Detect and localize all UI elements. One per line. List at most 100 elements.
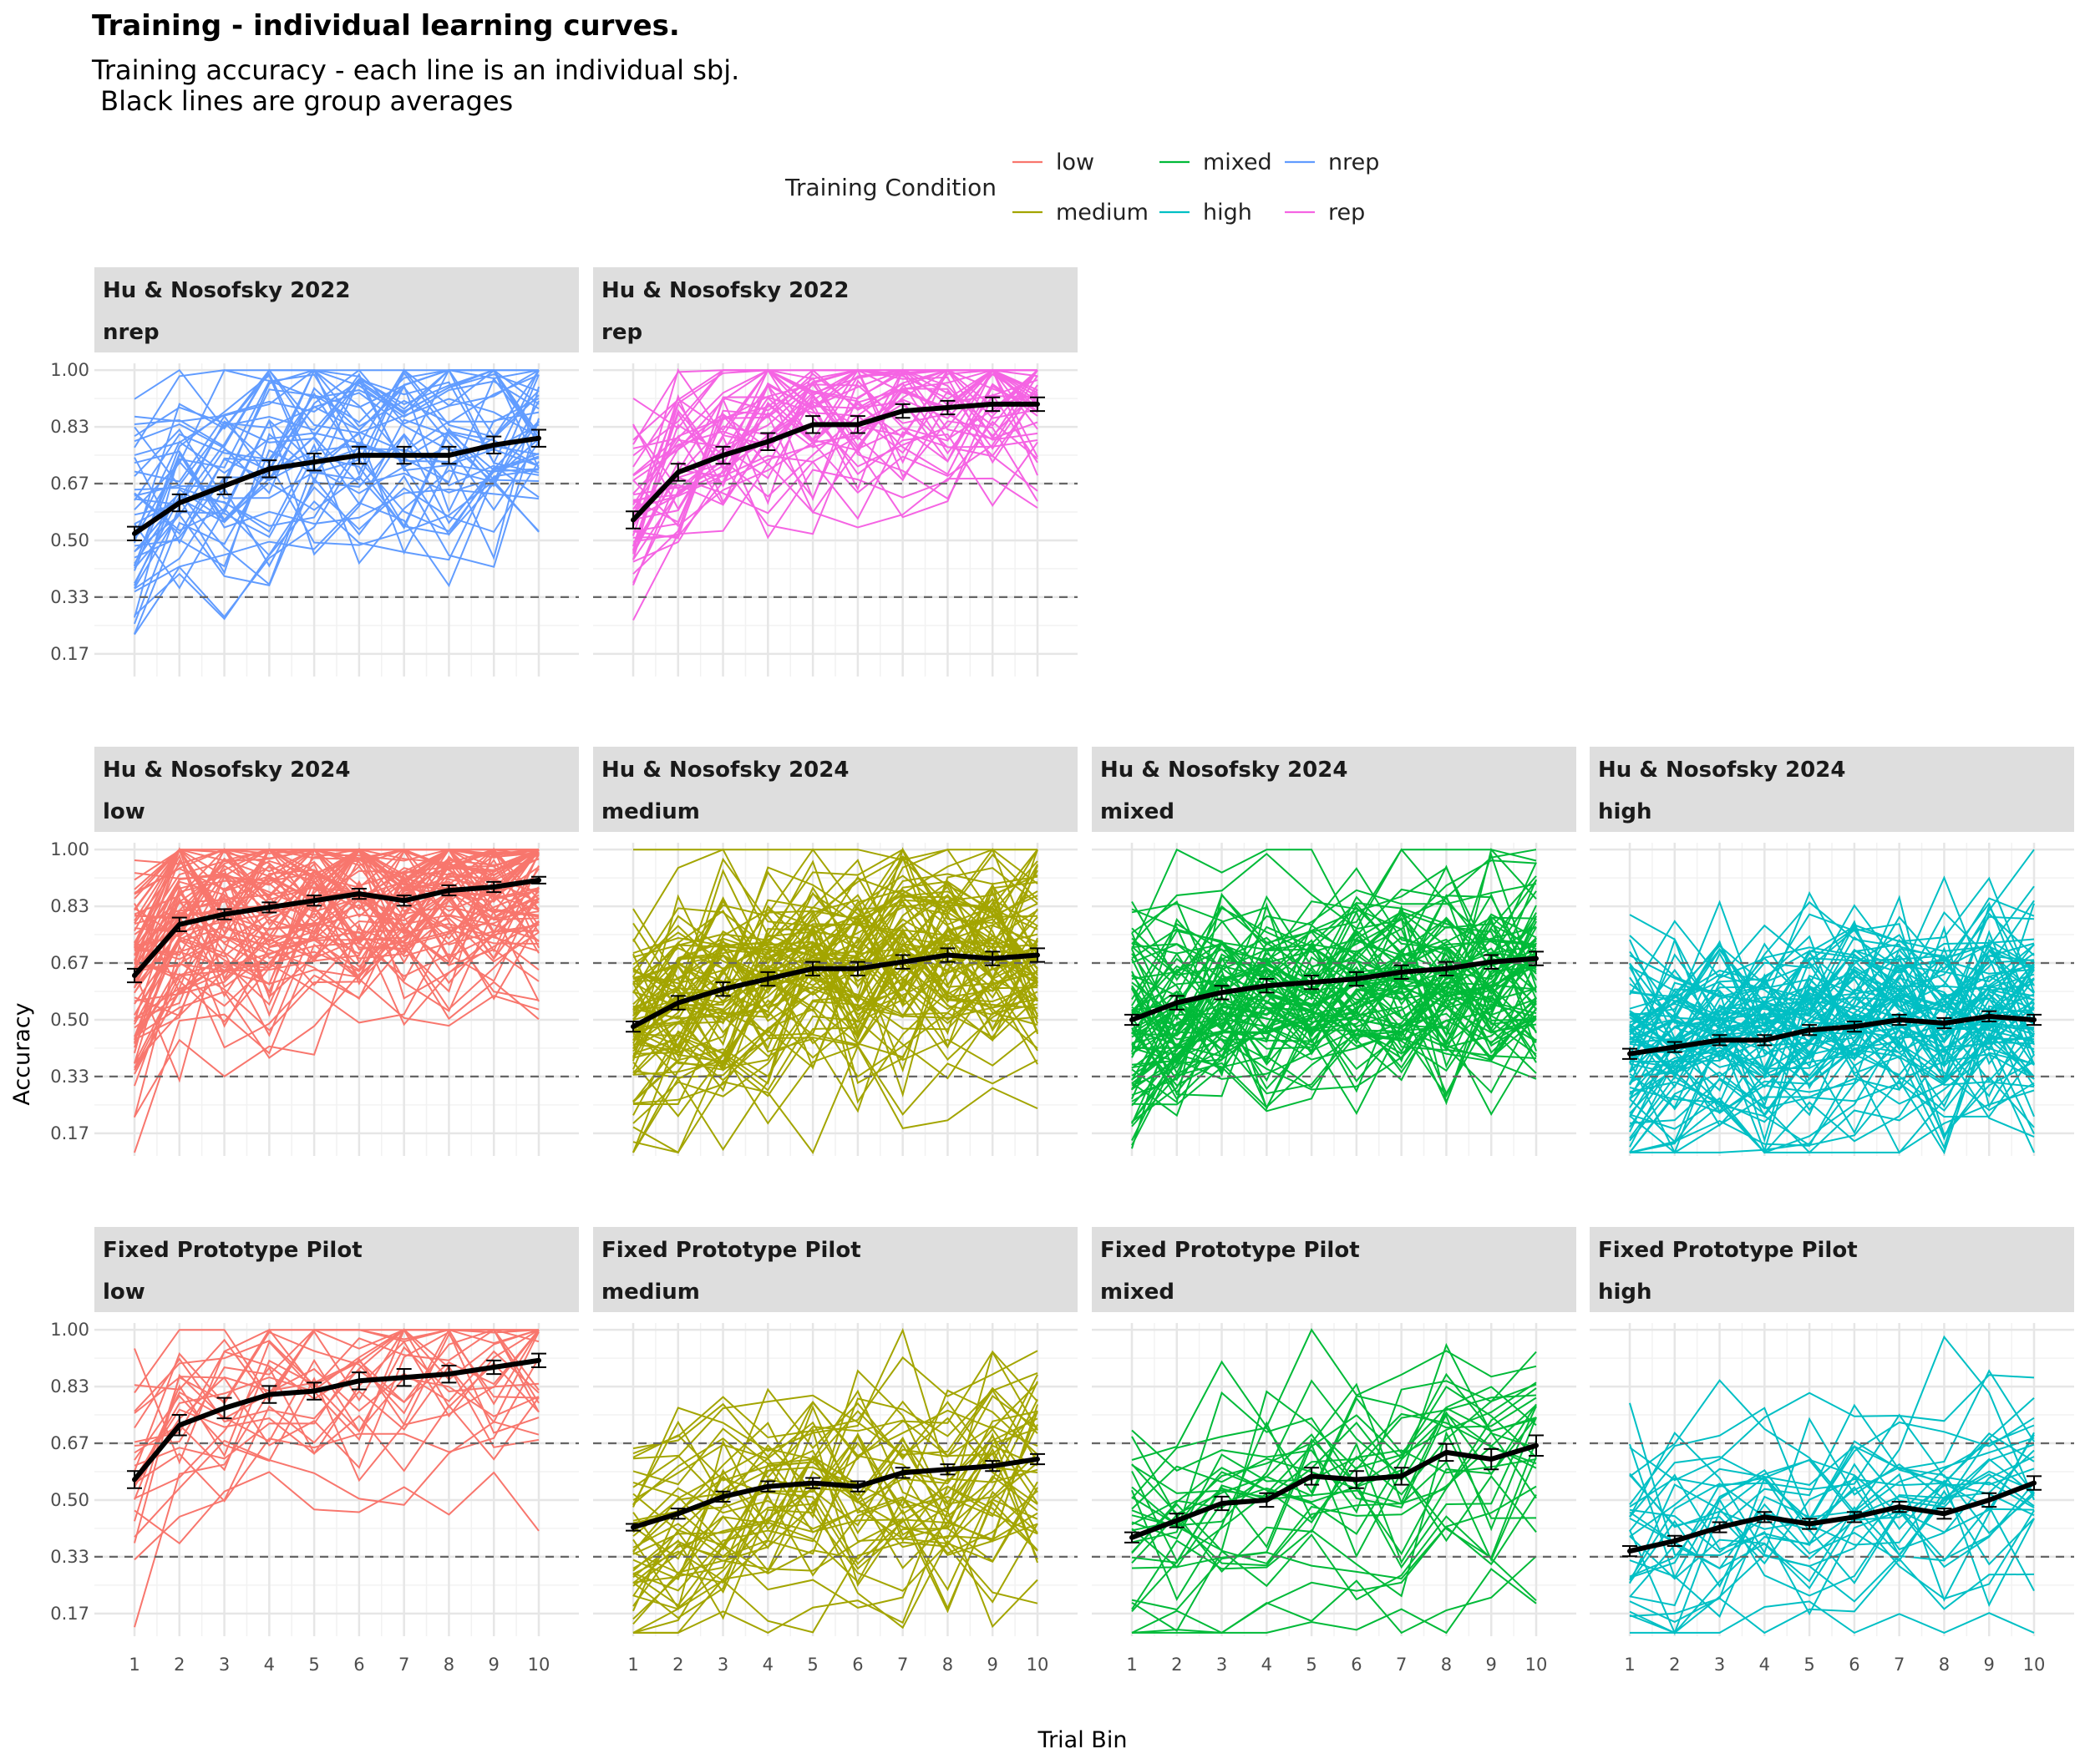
strip-condition-label: medium xyxy=(601,1280,700,1305)
panel-hn22-rep: Hu & Nosofsky 2022 rep xyxy=(593,267,1078,677)
subject-line xyxy=(1131,867,1537,1009)
subject-line xyxy=(632,369,1037,505)
subject-line xyxy=(632,1447,1038,1584)
panel-hn24-low: Hu & Nosofsky 2024 low 0.17 0.33 0.50 0.67 0.8… xyxy=(50,747,579,1156)
subject-line xyxy=(632,1487,1038,1620)
subject-line xyxy=(632,1481,1038,1594)
subject-line xyxy=(134,847,540,1069)
subject-line xyxy=(134,849,540,984)
subject-line xyxy=(134,469,540,593)
subject-line xyxy=(134,858,540,961)
subject-line xyxy=(134,943,540,1118)
subject-line xyxy=(632,1523,1038,1634)
subject-line xyxy=(1629,978,2035,1142)
subject-line xyxy=(134,398,540,499)
subject-line xyxy=(1629,949,2035,1058)
x-tick-label: 7 xyxy=(1894,1655,1905,1675)
subject-line xyxy=(1629,1053,2035,1154)
subject-line xyxy=(1629,928,2035,1017)
x-tick-label: 10 xyxy=(1525,1655,1548,1675)
subject-line xyxy=(632,368,1038,477)
strip-condition-label: nrep xyxy=(103,320,160,345)
legend-label-nrep: nrep xyxy=(1328,150,1379,175)
subject-line xyxy=(1131,1386,1537,1563)
subject-line xyxy=(1131,1515,1537,1632)
y-tick-label: 1.00 xyxy=(50,839,89,859)
subject-line xyxy=(633,927,1038,1105)
x-tick-label: 6 xyxy=(353,1655,364,1675)
x-tick-label: 5 xyxy=(308,1655,319,1675)
subject-line xyxy=(632,1044,1038,1154)
subject-line xyxy=(1131,916,1537,1014)
strip-study-label: Hu & Nosofsky 2022 xyxy=(103,278,350,303)
subject-line xyxy=(134,847,540,964)
subject-line xyxy=(134,922,540,1118)
subject-line xyxy=(1132,1568,1537,1635)
subject-line xyxy=(1131,948,1537,1049)
subject-line xyxy=(1629,1473,2035,1617)
x-axis-title: Trial Bin xyxy=(1037,1727,1128,1753)
subject-line xyxy=(632,368,1038,584)
subject-line xyxy=(632,462,1038,621)
subject-line xyxy=(134,383,540,575)
subject-line xyxy=(1131,918,1537,1057)
subject-line xyxy=(632,1471,1038,1547)
subject-line xyxy=(632,929,1038,1073)
subject-line xyxy=(1131,902,1537,1006)
subject-lines xyxy=(632,368,1038,621)
facet-panels: Hu & Nosofsky 2022 nrep 0.17 0.33 0.50 0.67 0.… xyxy=(50,267,2074,1675)
subject-line xyxy=(134,372,540,544)
subject-line xyxy=(134,1421,540,1538)
y-tick-label: 0.17 xyxy=(50,1123,89,1143)
group-mean-line xyxy=(631,401,1040,523)
subject-line xyxy=(632,1410,1038,1505)
x-tick-label: 2 xyxy=(174,1655,185,1675)
subject-line xyxy=(134,1365,540,1561)
x-tick-label: 5 xyxy=(807,1655,818,1675)
strip-study-label: Hu & Nosofsky 2024 xyxy=(601,758,849,783)
legend-label-mixed: mixed xyxy=(1203,150,1272,175)
strip-condition-label: medium xyxy=(601,799,700,824)
x-tick-label: 9 xyxy=(1486,1655,1497,1675)
subject-line xyxy=(632,848,1038,942)
subject-line xyxy=(1629,901,2035,1047)
subject-line xyxy=(1629,1509,2035,1635)
subject-line xyxy=(134,1328,540,1482)
y-tick-label: 0.67 xyxy=(50,953,89,973)
subject-line xyxy=(632,1350,1038,1460)
strip-background xyxy=(593,1227,1078,1312)
subject-line xyxy=(1131,923,1537,1001)
subject-line xyxy=(633,849,1037,861)
x-tick-label: 8 xyxy=(1441,1655,1452,1675)
legend: Training Condition low medium mixed high nre… xyxy=(784,150,1379,226)
legend-label-low: low xyxy=(1056,150,1094,175)
x-tick-label: 3 xyxy=(1216,1655,1227,1675)
strip-background xyxy=(94,267,579,352)
subject-line xyxy=(632,1001,1038,1102)
subject-line xyxy=(632,929,1038,1042)
x-tick-label: 7 xyxy=(1396,1655,1407,1675)
group-mean-line xyxy=(1129,1442,1539,1540)
subject-line xyxy=(632,1498,1038,1609)
subject-line xyxy=(1131,862,1537,1052)
subject-lines xyxy=(134,847,540,1153)
group-mean-line xyxy=(1129,956,1539,1022)
strip-study-label: Fixed Prototype Pilot xyxy=(1100,1238,1360,1263)
subject-line xyxy=(1131,910,1537,1014)
subject-line xyxy=(1131,1431,1537,1573)
subject-line xyxy=(134,462,540,635)
subject-line xyxy=(1630,1504,2035,1634)
subject-line xyxy=(632,855,1038,1050)
x-tick-label: 8 xyxy=(444,1655,454,1675)
strip-condition-label: mixed xyxy=(1100,799,1174,824)
subject-line xyxy=(134,369,540,525)
subject-line xyxy=(632,913,1038,1082)
legend-title: Training Condition xyxy=(784,174,997,201)
subject-line xyxy=(134,451,540,618)
subject-line xyxy=(1629,943,2035,1061)
x-tick-label: 9 xyxy=(987,1655,998,1675)
subject-line xyxy=(632,368,1038,514)
subject-line xyxy=(1629,1413,2035,1579)
subject-line xyxy=(134,466,540,590)
strip-study-label: Fixed Prototype Pilot xyxy=(601,1238,861,1263)
